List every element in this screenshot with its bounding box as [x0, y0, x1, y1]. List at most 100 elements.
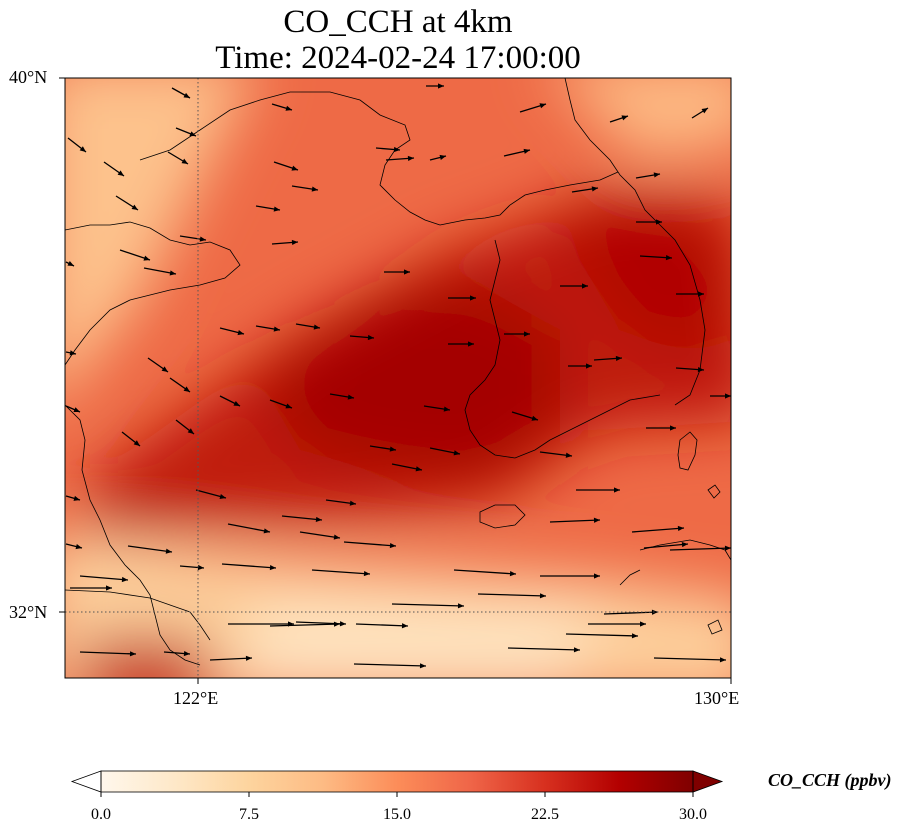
wind-arrow-shaft — [453, 569, 517, 575]
wind-arrow-shaft — [299, 531, 341, 539]
wind-arrow-shaft — [643, 543, 689, 549]
wind-arrow-shaft — [227, 523, 271, 533]
wind-arrow-head — [539, 593, 546, 599]
wind-arrow-shaft — [343, 541, 397, 547]
wind-arrow-head — [415, 466, 422, 472]
wind-arrow-head — [665, 255, 672, 261]
wind-arrow-shaft — [295, 621, 347, 625]
wind-arrow-head — [273, 206, 280, 212]
colorbar — [70, 770, 724, 797]
wind-arrow-head — [653, 172, 660, 178]
wind-arrow-head — [698, 291, 704, 297]
wind-arrow-head — [591, 186, 598, 192]
wind-arrow-shaft — [79, 651, 137, 655]
wind-arrow-shaft — [127, 545, 173, 553]
lon-label-130e: 130°E — [694, 688, 740, 708]
wind-arrow-head — [237, 330, 244, 336]
wind-arrow-head — [614, 487, 620, 493]
wind-arrow-head — [453, 450, 460, 456]
wind-arrow-shaft — [353, 663, 427, 667]
wind-arrow-head — [129, 651, 136, 657]
wind-arrow-head — [363, 570, 370, 577]
wind-arrow-shaft — [209, 657, 253, 661]
colorbar-tick: 22.5 — [531, 806, 559, 823]
wind-arrow-head — [393, 146, 400, 153]
wind-arrow-head — [339, 621, 346, 627]
wind-arrow-shaft — [269, 623, 341, 627]
colorbar-tick: 7.5 — [239, 806, 259, 823]
wind-arrow-head — [199, 236, 206, 242]
wind-arrow-shaft — [221, 563, 277, 569]
wind-arrow-head — [165, 548, 172, 554]
wind-arrow-head — [593, 517, 600, 523]
wind-arrow-head — [389, 446, 396, 452]
wind-arrow-head — [269, 564, 276, 571]
wind-arrow-head — [468, 341, 474, 347]
wind-arrow-head — [169, 270, 176, 276]
wind-arrow-head — [539, 103, 546, 109]
lat-label-40n: 40°N — [9, 67, 48, 87]
wind-arrow-head — [143, 255, 150, 261]
wind-arrow-head — [719, 657, 726, 663]
title-line1: CO_CCH at 4km — [283, 4, 513, 40]
wind-arrow-head — [291, 239, 298, 246]
wind-arrow-head — [724, 545, 731, 551]
wind-arrow-head — [621, 115, 628, 121]
wind-arrow-head — [524, 331, 530, 337]
wind-arrow-head — [523, 148, 530, 154]
wind-arrow-head — [75, 544, 82, 550]
wind-arrow-head — [573, 647, 580, 653]
wind-arrow-head — [181, 158, 188, 164]
wind-arrow-head — [631, 633, 638, 639]
wind-arrow-head — [311, 186, 318, 192]
wind-arrow-shaft — [355, 623, 409, 627]
wind-arrow-head — [73, 495, 80, 501]
wind-arrow-head — [656, 219, 662, 225]
coastlines — [65, 78, 731, 666]
wind-arrow-head — [347, 394, 354, 400]
wind-arrow-shaft — [79, 575, 129, 581]
wind-arrow-head — [291, 165, 298, 171]
wind-arrow-shaft — [549, 519, 601, 523]
lon-label-122e: 122°E — [173, 688, 219, 708]
map-frame — [64, 77, 732, 679]
wind-arrow-shaft — [565, 633, 639, 637]
wind-arrow-head — [183, 386, 190, 392]
wind-arrow-head — [263, 528, 270, 534]
wind-arrow-head — [333, 534, 340, 540]
wind-arrow-head — [509, 571, 516, 577]
wind-arrow-head — [219, 493, 226, 499]
wind-arrow-head — [582, 283, 588, 289]
wind-arrow-head — [273, 326, 280, 332]
wind-arrow-head — [367, 334, 374, 341]
wind-arrow-head — [651, 609, 658, 615]
wind-arrow-head — [133, 440, 140, 446]
wind-arrow-head — [189, 131, 196, 137]
concentration-field — [65, 78, 731, 678]
wind-arrow-head — [187, 428, 194, 434]
colorbar-tick: 30.0 — [679, 806, 707, 823]
wind-arrow-shaft — [281, 515, 323, 521]
wind-arrow-head — [183, 92, 190, 98]
map-title: CO_CCH at 4km Time: 2024-02-24 17:00:00 — [0, 4, 796, 76]
wind-arrow-head — [315, 516, 322, 522]
wind-arrow-head — [407, 155, 414, 162]
wind-arrow-head — [285, 105, 292, 111]
wind-arrow-head — [313, 324, 320, 330]
wind-arrow-head — [438, 83, 444, 89]
wind-arrow-head — [457, 603, 464, 609]
wind-arrow-head — [725, 393, 731, 399]
wind-arrow-head — [677, 525, 684, 532]
wind-arrow-head — [389, 542, 396, 549]
wind-arrow-head — [697, 366, 704, 373]
wind-arrow-head — [701, 108, 708, 114]
wind-arrow-head — [245, 655, 252, 661]
wind-arrow-head — [681, 541, 688, 548]
wind-arrow-head — [117, 170, 124, 176]
wind-arrow-head — [161, 366, 168, 372]
wind-arrow-head — [233, 400, 240, 406]
wind-arrow-head — [401, 623, 408, 629]
wind-arrow-head — [106, 585, 112, 591]
wind-arrow-head — [470, 295, 476, 301]
